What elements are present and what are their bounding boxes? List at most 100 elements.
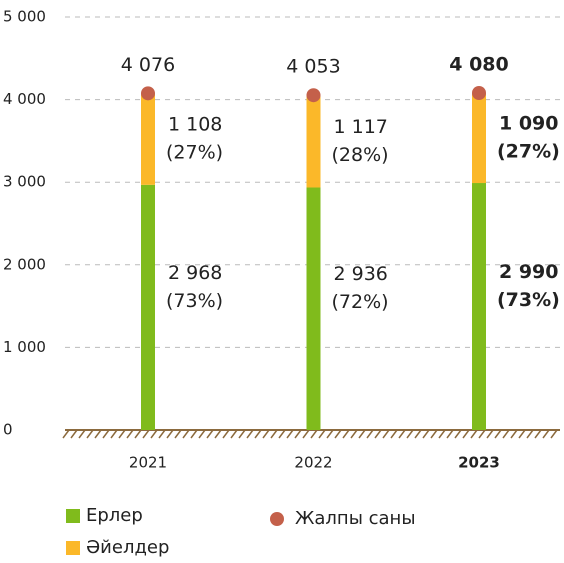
ground-hatch [230,429,238,439]
ground-hatch [518,429,526,439]
ground-hatch [526,429,534,439]
ground-hatch [126,429,134,439]
ground-hatch [174,429,182,439]
total-label: 4 076 [121,54,175,76]
ground-hatch [502,429,510,439]
ground-hatch [406,429,414,439]
ground-hatch [214,429,222,439]
ground-hatch [446,429,454,439]
ground-hatch [486,429,494,439]
ground-hatch [454,429,462,439]
bar-segment [472,92,486,184]
ground-hatch [366,429,374,439]
ground-hatch [142,429,150,439]
share-label: (28%) [332,144,389,166]
y-tick-label: 3 000 [3,173,46,191]
ground-hatch [438,429,446,439]
ground-hatch [358,429,366,439]
ground-hatch [198,429,206,439]
x-tick-label: 2022 [294,454,332,472]
total-dot [472,85,486,100]
ground-hatch [318,429,326,439]
ground-hatch [398,429,406,439]
value-label: 1 117 [334,116,388,138]
ground-hatch [310,429,318,439]
ground-hatch [134,429,142,439]
share-label: (27%) [166,142,223,164]
ground-hatch [270,429,278,439]
bar-segment [306,187,321,430]
ground-hatch [542,429,550,439]
y-tick-label: 4 000 [3,90,46,108]
total-label: 4 053 [286,56,340,78]
ground-hatch [294,429,302,439]
share-label: (73%) [166,290,223,312]
ground-hatch [118,429,126,439]
ground-hatch [94,429,102,439]
legend-label: Ерлер [86,505,143,526]
bar-segment [141,93,155,185]
ground-hatch [206,429,214,439]
ground-hatch [182,429,190,439]
value-label: 2 968 [168,262,222,284]
ground-hatch [326,429,334,439]
ground-hatch [334,429,342,439]
x-tick-label: 2023 [458,454,500,472]
ground-hatch [382,429,390,439]
ground-hatch [478,429,486,439]
legend-swatch [270,512,284,526]
legend-label: Жалпы саны [295,508,416,529]
ground-hatch [302,429,310,439]
ground-hatch [70,429,78,439]
legend-label: Әйелдер [86,537,169,558]
legend-swatch [66,509,80,523]
ground-hatch [462,429,470,439]
ground-hatch [158,429,166,439]
y-tick-label: 1 000 [3,338,46,356]
ground-hatch [246,429,254,439]
ground-hatch [278,429,286,439]
ground-hatch [414,429,422,439]
ground-hatch [62,429,70,439]
ground-hatch [534,429,542,439]
ground-hatch [254,429,262,439]
ground-hatch [86,429,94,439]
bar-segment [141,184,155,430]
ground-hatch [238,429,246,439]
ground-hatch [390,429,398,439]
ground-hatch [510,429,518,439]
value-label: 2 936 [334,263,388,285]
ground-hatch [222,429,230,439]
y-tick-label: 2 000 [3,255,46,273]
ground-hatch [470,429,478,439]
legend-swatch [66,541,80,555]
share-label: (27%) [497,141,560,163]
ground-hatch [430,429,438,439]
ground-hatch [166,429,174,439]
bar-segment [472,183,486,430]
x-tick-label: 2021 [129,454,167,472]
ground-hatch [262,429,270,439]
total-label: 4 080 [449,53,509,75]
y-tick-label: 0 [3,421,13,439]
y-tick-label: 5 000 [3,8,46,26]
ground-hatch [110,429,118,439]
bar-segment [306,95,321,188]
ground-hatch [422,429,430,439]
value-label: 1 090 [499,113,559,135]
share-label: (73%) [497,289,560,311]
total-dot [141,86,155,101]
value-label: 2 990 [499,261,559,283]
ground-hatch [150,429,158,439]
value-label: 1 108 [168,114,222,136]
ground-hatch [342,429,350,439]
ground-hatch [494,429,502,439]
ground-hatch [190,429,198,439]
share-label: (72%) [332,291,389,313]
ground-hatch [374,429,382,439]
ground-hatch [350,429,358,439]
total-dot [306,88,321,103]
ground-hatch [550,429,558,439]
ground-hatch [78,429,86,439]
